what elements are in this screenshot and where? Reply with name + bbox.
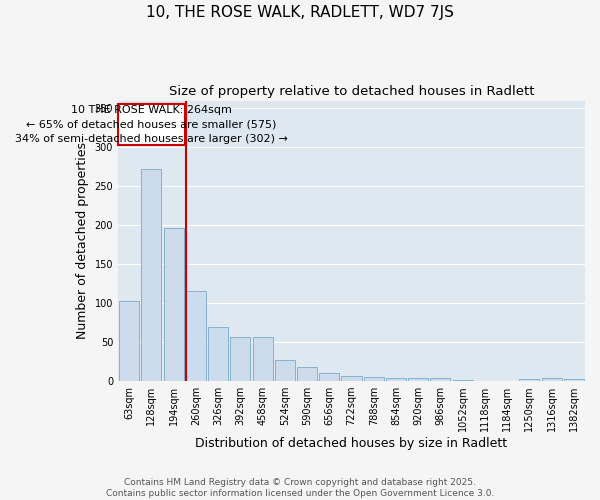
Bar bbox=[364, 377, 384, 381]
Bar bbox=[386, 378, 406, 381]
FancyBboxPatch shape bbox=[118, 104, 185, 145]
Y-axis label: Number of detached properties: Number of detached properties bbox=[76, 142, 89, 340]
Bar bbox=[452, 380, 473, 381]
Bar bbox=[564, 378, 584, 381]
Bar bbox=[208, 326, 228, 381]
Bar bbox=[142, 169, 161, 381]
Bar bbox=[119, 301, 139, 381]
Bar bbox=[164, 228, 184, 381]
X-axis label: Distribution of detached houses by size in Radlett: Distribution of detached houses by size … bbox=[196, 437, 508, 450]
Text: Contains HM Land Registry data © Crown copyright and database right 2025.
Contai: Contains HM Land Registry data © Crown c… bbox=[106, 478, 494, 498]
Bar bbox=[297, 367, 317, 381]
Bar bbox=[319, 374, 339, 381]
Bar bbox=[408, 378, 428, 381]
Bar bbox=[430, 378, 451, 381]
Text: 10 THE ROSE WALK: 264sqm
← 65% of detached houses are smaller (575)
34% of semi-: 10 THE ROSE WALK: 264sqm ← 65% of detach… bbox=[15, 104, 288, 144]
Bar bbox=[542, 378, 562, 381]
Title: Size of property relative to detached houses in Radlett: Size of property relative to detached ho… bbox=[169, 85, 534, 98]
Bar bbox=[275, 360, 295, 381]
Bar bbox=[253, 338, 272, 381]
Bar bbox=[341, 376, 362, 381]
Text: 10, THE ROSE WALK, RADLETT, WD7 7JS: 10, THE ROSE WALK, RADLETT, WD7 7JS bbox=[146, 5, 454, 20]
Bar bbox=[186, 292, 206, 381]
Bar bbox=[520, 378, 539, 381]
Bar bbox=[230, 338, 250, 381]
